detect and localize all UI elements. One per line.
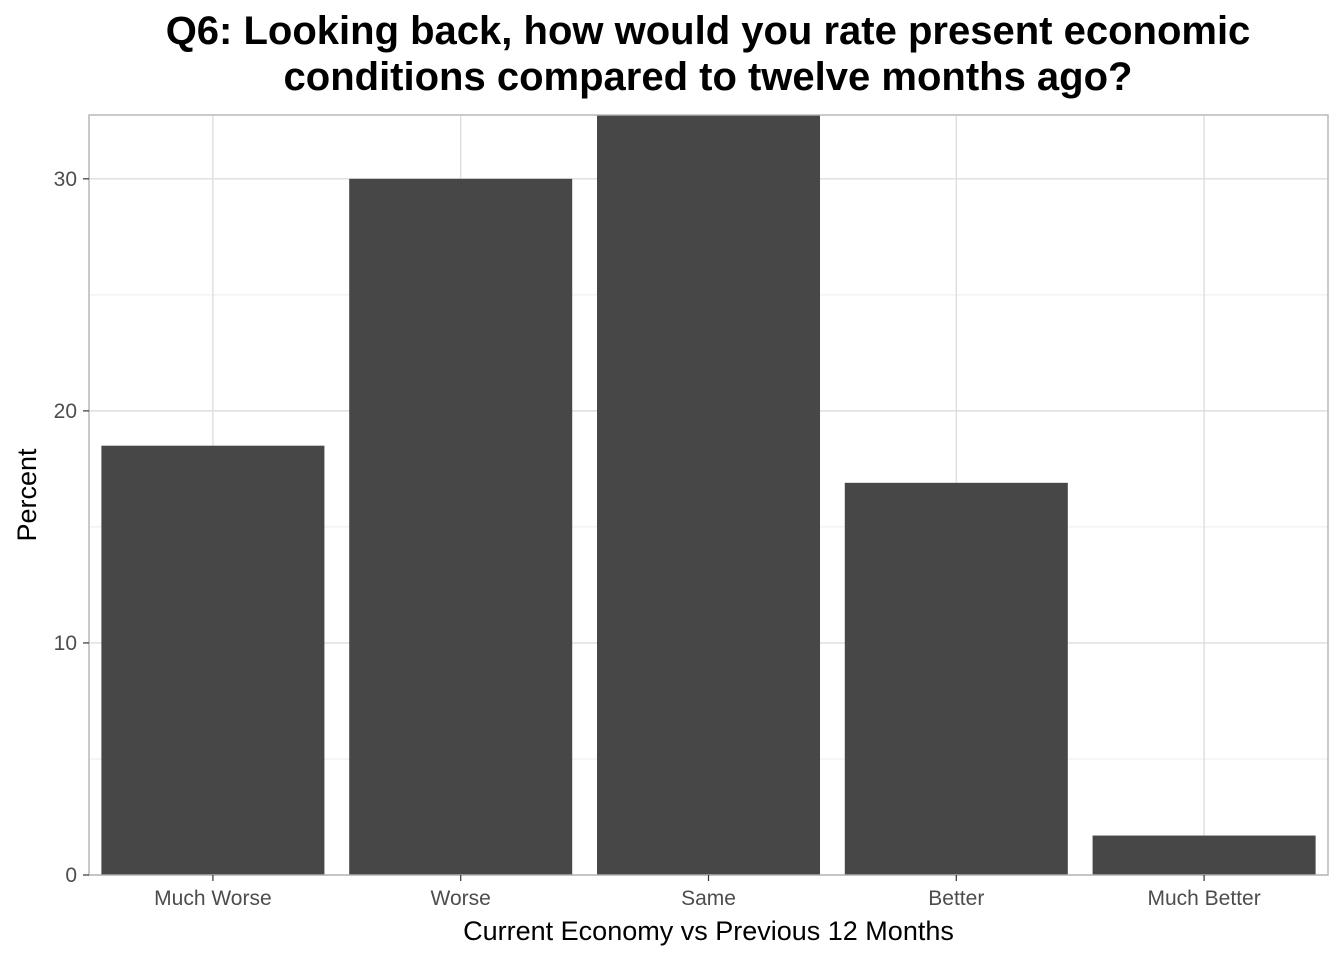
x-tick-label: Better <box>928 887 984 910</box>
x-axis-ticks: Much Worse Worse Same Better Much Better <box>154 875 1261 910</box>
x-axis-title: Current Economy vs Previous 12 Months <box>463 916 954 946</box>
x-tick-label: Much Better <box>1147 887 1260 910</box>
chart-title-line-2: conditions compared to twelve months ago… <box>283 55 1133 99</box>
y-axis-ticks: 0 10 20 30 <box>54 168 89 887</box>
bar-better <box>844 482 1068 875</box>
bar-much-better <box>1092 835 1316 875</box>
bar-much-worse <box>101 445 325 875</box>
y-tick-label: 20 <box>54 400 77 423</box>
x-tick-label: Worse <box>431 887 491 910</box>
y-tick-label: 30 <box>54 168 77 191</box>
bar-worse <box>349 178 573 876</box>
x-tick-label: Much Worse <box>154 887 271 910</box>
chart-title: Q6: Looking back, how would you rate pre… <box>88 8 1328 100</box>
x-tick-label: Same <box>681 887 736 910</box>
y-tick-label: 0 <box>65 864 77 887</box>
bars <box>101 115 1316 876</box>
y-tick-label: 10 <box>54 632 77 655</box>
y-axis-title: Percent <box>12 448 42 542</box>
chart-title-line-1: Q6: Looking back, how would you rate pre… <box>165 9 1251 53</box>
bar-same <box>596 115 821 875</box>
